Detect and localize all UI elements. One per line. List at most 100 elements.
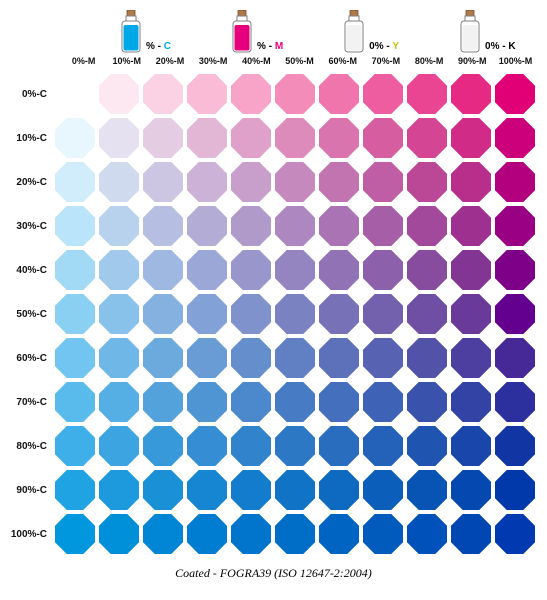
swatch (363, 382, 403, 422)
swatch (451, 514, 491, 554)
swatch (143, 470, 183, 510)
swatch (231, 162, 271, 202)
swatch (55, 514, 95, 554)
row-header: 0%-C (10, 72, 53, 116)
swatch (319, 338, 359, 378)
row-headers: 0%-C10%-C20%-C30%-C40%-C50%-C60%-C70%-C8… (10, 72, 53, 556)
swatch (143, 206, 183, 246)
swatch (187, 118, 227, 158)
swatch (451, 118, 491, 158)
swatch (99, 206, 139, 246)
swatch (99, 118, 139, 158)
swatch (451, 206, 491, 246)
bottle-label: 0% - K (485, 41, 516, 54)
row-header: 30%-C (10, 204, 53, 248)
swatch (187, 514, 227, 554)
swatch (99, 162, 139, 202)
swatch (319, 74, 359, 114)
swatch (363, 162, 403, 202)
swatch (99, 382, 139, 422)
bottle-icon (231, 10, 253, 54)
swatch (143, 250, 183, 290)
swatch (187, 470, 227, 510)
swatch (407, 206, 447, 246)
swatch (275, 162, 315, 202)
swatch (363, 426, 403, 466)
swatch (495, 294, 535, 334)
swatch (407, 338, 447, 378)
swatch (99, 514, 139, 554)
column-headers: 0%-M10%-M20%-M30%-M40%-M50%-M60%-M70%-M8… (62, 56, 537, 66)
swatch (275, 514, 315, 554)
bottle-icon (120, 10, 142, 54)
swatch (407, 74, 447, 114)
swatch (319, 426, 359, 466)
ink-bottle-row: % - C% - M0% - Y0% - K (120, 10, 537, 54)
swatch (275, 470, 315, 510)
swatch (363, 206, 403, 246)
col-header: 10%-M (105, 56, 148, 66)
swatch (275, 118, 315, 158)
swatch (275, 74, 315, 114)
swatch (55, 338, 95, 378)
col-header: 20%-M (148, 56, 191, 66)
swatch (99, 74, 139, 114)
swatch (187, 294, 227, 334)
swatch (231, 74, 271, 114)
swatch (55, 294, 95, 334)
swatch (55, 382, 95, 422)
swatch (55, 426, 95, 466)
swatch (231, 206, 271, 246)
bottle-label: % - M (257, 41, 283, 54)
swatch (451, 338, 491, 378)
bottle-icon (459, 10, 481, 54)
row-header: 10%-C (10, 116, 53, 160)
bottle-label: % - C (146, 41, 171, 54)
row-header: 50%-C (10, 292, 53, 336)
swatch (363, 514, 403, 554)
swatch (451, 74, 491, 114)
swatch (495, 74, 535, 114)
swatch (407, 294, 447, 334)
row-header: 100%-C (10, 512, 53, 556)
swatch (55, 250, 95, 290)
swatch (451, 294, 491, 334)
swatch (187, 74, 227, 114)
swatch (187, 382, 227, 422)
swatch (451, 162, 491, 202)
swatch (275, 426, 315, 466)
swatch (319, 514, 359, 554)
row-header: 60%-C (10, 336, 53, 380)
swatch (55, 118, 95, 158)
swatch (231, 338, 271, 378)
swatch (99, 250, 139, 290)
row-header: 90%-C (10, 468, 53, 512)
swatch (495, 514, 535, 554)
swatch (99, 294, 139, 334)
swatch (319, 470, 359, 510)
swatch (407, 470, 447, 510)
swatch (55, 206, 95, 246)
swatch (187, 162, 227, 202)
swatch (495, 118, 535, 158)
swatch (187, 338, 227, 378)
swatch (363, 470, 403, 510)
swatch (55, 74, 95, 114)
swatch (99, 338, 139, 378)
swatch (143, 426, 183, 466)
swatch (231, 118, 271, 158)
row-header: 20%-C (10, 160, 53, 204)
swatch (143, 294, 183, 334)
col-header: 100%-M (494, 56, 537, 66)
swatch (495, 162, 535, 202)
swatch (99, 470, 139, 510)
col-header: 70%-M (364, 56, 407, 66)
swatch (275, 382, 315, 422)
swatch (143, 338, 183, 378)
col-header: 40%-M (235, 56, 278, 66)
swatch (319, 118, 359, 158)
col-header: 80%-M (408, 56, 451, 66)
swatch (55, 162, 95, 202)
swatch (231, 382, 271, 422)
swatch (495, 338, 535, 378)
